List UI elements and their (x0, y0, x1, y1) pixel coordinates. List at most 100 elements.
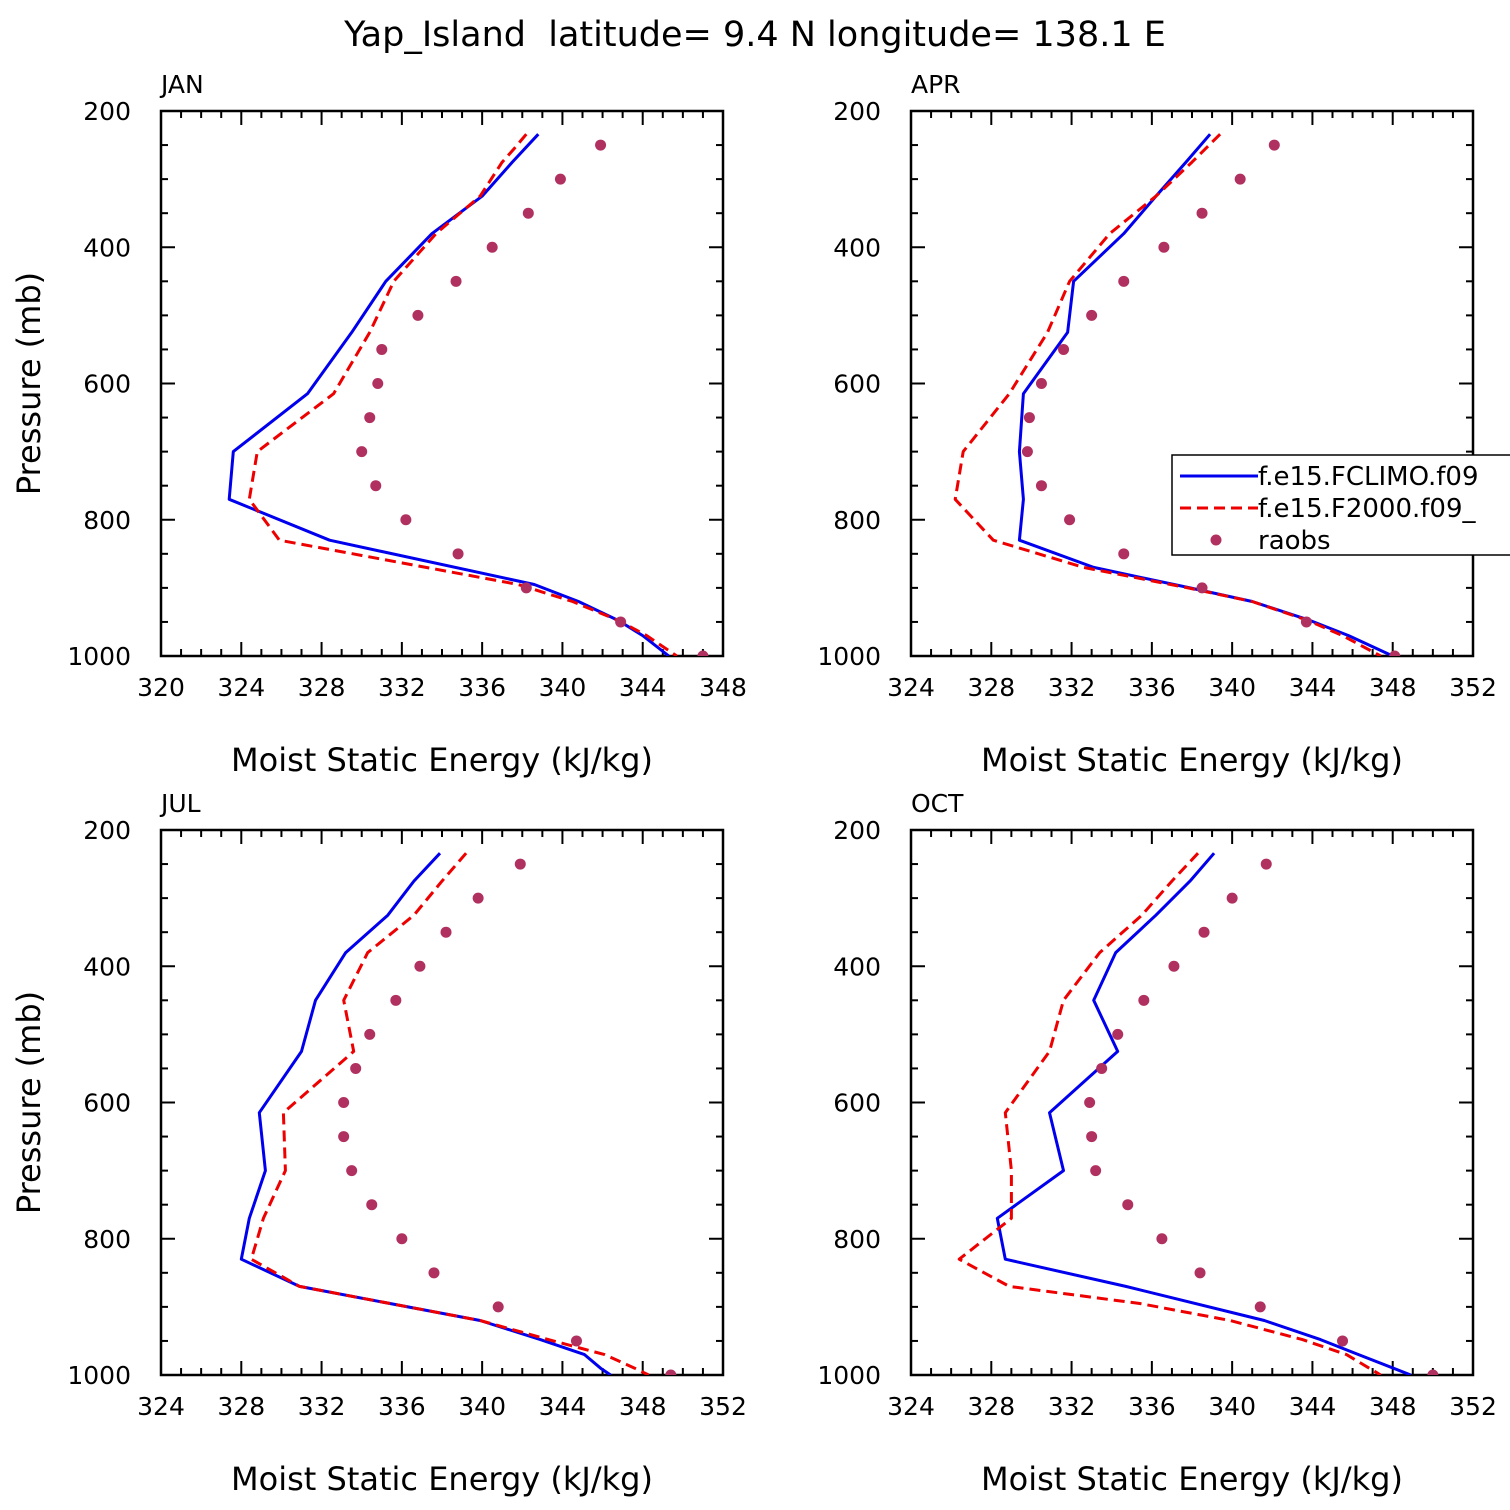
x-tick-label: 332 (1048, 1392, 1096, 1421)
raobs-point (1254, 1301, 1266, 1313)
y-tick-label: 200 (833, 97, 881, 126)
raobs-point (1196, 207, 1208, 219)
y-tick-label: 1000 (817, 642, 881, 671)
raobs-point (1226, 892, 1238, 904)
x-tick-label: 344 (1289, 1392, 1337, 1421)
y-tick-label: 800 (833, 1225, 881, 1254)
y-tick-label: 400 (833, 233, 881, 262)
raobs-point (1300, 616, 1312, 628)
plot-area (239, 852, 677, 1375)
raobs-point (364, 412, 376, 424)
plot-area (227, 133, 709, 656)
x-tick-label: 340 (1208, 673, 1256, 702)
raobs-point (1118, 275, 1130, 287)
raobs-point (338, 1097, 350, 1108)
x-tick-label: 324 (137, 1392, 185, 1421)
x-tick-label: 348 (1369, 673, 1417, 702)
legend-label: f.e15.FCLIMO.f09 (1258, 462, 1478, 492)
raobs-point (1086, 1131, 1098, 1143)
raobs-point (1168, 960, 1180, 972)
raobs-point (1118, 548, 1130, 560)
raobs-point (370, 480, 382, 492)
x-tick-label: 324 (887, 1392, 935, 1421)
raobs-point (1260, 858, 1272, 870)
raobs-point (1268, 139, 1280, 151)
raobs-point (486, 241, 498, 253)
y-tick-label: 200 (83, 816, 131, 845)
x-tick-label: 348 (1369, 1392, 1417, 1421)
y-axis-label: Pressure (mb) (10, 991, 48, 1214)
raobs-point (520, 582, 532, 594)
y-tick-label: 800 (83, 506, 131, 535)
x-tick-label: 328 (298, 673, 346, 702)
raobs-point (372, 378, 384, 389)
raobs-point (1337, 1335, 1349, 1347)
raobs-point (1086, 309, 1098, 321)
panels: JAN 320 324 328 332 336 340 344 348 200 400 600 800 1… (10, 70, 1497, 1498)
raobs-point (1064, 514, 1076, 526)
x-tick-label: 336 (458, 673, 506, 702)
raobs-point (1156, 1233, 1168, 1245)
plot-area (953, 133, 1401, 656)
legend-box (1171, 454, 1510, 556)
y-tick-label: 600 (83, 1089, 131, 1118)
panel-label: OCT (911, 789, 964, 818)
raobs-point (1096, 1062, 1108, 1074)
f2000-line (249, 852, 650, 1375)
raobs-point (440, 926, 452, 938)
x-axis-label: Moist Static Energy (kJ/kg) (231, 741, 653, 779)
raobs-point (1196, 582, 1208, 594)
x-tick-label: 348 (619, 1392, 667, 1421)
raobs-point (390, 994, 402, 1006)
panel-jul: JUL 324 328 332 336 340 344 348 352 200 400 600 800 1… (10, 789, 747, 1498)
f2000-line (957, 852, 1382, 1375)
y-tick-label: 400 (833, 952, 881, 981)
x-tick-label: 344 (619, 673, 667, 702)
raobs-point (595, 139, 607, 151)
figure-title: Yap_Island latitude= 9.4 N longitude= 13… (343, 15, 1166, 55)
x-tick-label: 332 (298, 1392, 346, 1421)
y-tick-label: 600 (83, 370, 131, 399)
raobs-point (376, 343, 388, 355)
x-axis-label: Moist Static Energy (kJ/kg) (981, 741, 1403, 779)
raobs-point (412, 309, 424, 321)
raobs-point (450, 275, 462, 287)
raobs-point (428, 1267, 440, 1279)
raobs-point (522, 207, 534, 219)
x-tick-label: 340 (539, 673, 587, 702)
x-tick-label: 328 (967, 673, 1015, 702)
y-tick-label: 800 (833, 506, 881, 535)
raobs-point (1427, 1369, 1439, 1375)
y-tick-label: 800 (83, 1225, 131, 1254)
x-tick-label: 352 (699, 1392, 747, 1421)
raobs-point (364, 1028, 376, 1040)
x-tick-label: 344 (1289, 673, 1337, 702)
x-tick-label: 340 (1208, 1392, 1256, 1421)
x-tick-label: 328 (967, 1392, 1015, 1421)
y-axis-label: Pressure (mb) (10, 272, 48, 495)
raobs-point (1021, 446, 1033, 458)
legend-label: f.e15.F2000.f09_ (1258, 494, 1476, 524)
raobs-point (1138, 994, 1150, 1006)
panel-jan: JAN 320 324 328 332 336 340 344 348 200 400 600 800 1… (10, 70, 747, 779)
x-tick-label: 336 (1128, 1392, 1176, 1421)
f2000-line (247, 133, 678, 656)
y-tick-label: 400 (83, 233, 131, 262)
panel-oct: OCT 324 328 332 336 340 344 348 352 200 400 600 800 1… (817, 789, 1496, 1498)
x-tick-label: 320 (137, 673, 185, 702)
x-tick-label: 332 (378, 673, 426, 702)
raobs-point (346, 1165, 358, 1177)
raobs-point (665, 1369, 677, 1375)
y-tick-label: 400 (83, 952, 131, 981)
raobs-point (1122, 1199, 1134, 1211)
panel-label: JUL (159, 789, 201, 818)
plot-area (957, 852, 1439, 1375)
y-tick-label: 200 (83, 97, 131, 126)
y-tick-label: 600 (833, 1089, 881, 1118)
x-tick-label: 336 (378, 1392, 426, 1421)
x-tick-label: 344 (539, 1392, 587, 1421)
x-tick-label: 348 (699, 673, 747, 702)
